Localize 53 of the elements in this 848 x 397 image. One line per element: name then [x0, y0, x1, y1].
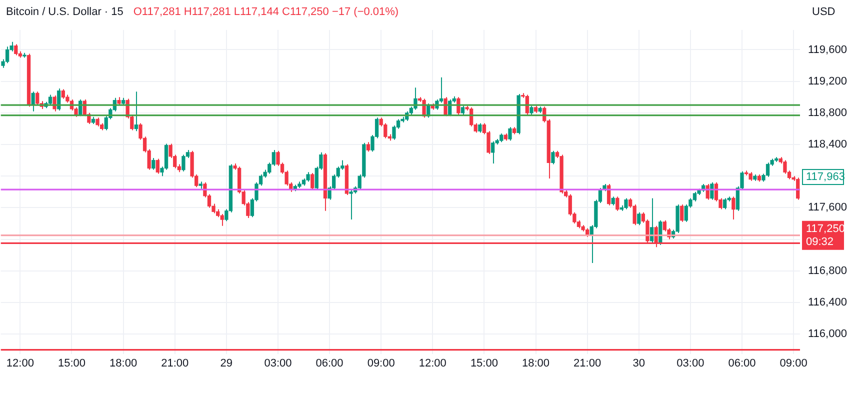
- candlestick: [616, 196, 620, 212]
- candlestick: [766, 162, 770, 178]
- x-tick-label: 21:00: [161, 357, 189, 370]
- candlestick: [551, 150, 555, 165]
- y-tick-label: 119,600: [808, 44, 847, 56]
- x-tick-label: 12:00: [6, 357, 34, 370]
- x-tick-label: 06:00: [728, 357, 756, 370]
- candlestick: [680, 204, 684, 222]
- x-tick-label: 15:00: [470, 357, 498, 370]
- candlestick: [732, 196, 736, 220]
- ref-line-label: 117,250 09:32: [806, 222, 845, 248]
- candlestick: [182, 154, 186, 172]
- y-tick-label: 116,800: [808, 264, 847, 277]
- y-tick-label: 119,200: [808, 75, 847, 88]
- y-tick-label: 116,400: [808, 296, 847, 308]
- y-axis-title: USD: [812, 6, 836, 18]
- candlestick: [14, 44, 18, 56]
- x-tick-label: 09:00: [367, 357, 395, 370]
- x-tick-label: 18:00: [522, 357, 550, 370]
- candlestick: [637, 212, 641, 226]
- y-tick-label: 117,600: [808, 202, 847, 214]
- candlestick: [783, 160, 787, 174]
- candlestick: [152, 157, 156, 170]
- x-tick-label: 12:00: [418, 357, 446, 370]
- x-tick-label: 15:00: [58, 357, 86, 370]
- x-tick-label: 03:00: [264, 357, 292, 370]
- candlestick: [5, 46, 10, 64]
- candlestick: [366, 142, 370, 152]
- candlestick: [156, 158, 160, 174]
- candlestick: [36, 91, 40, 106]
- y-tick-label: 118,800: [808, 106, 847, 119]
- candlestick: [220, 214, 224, 226]
- candlestick: [306, 172, 310, 182]
- x-tick-label: 03:00: [676, 357, 704, 370]
- x-tick-label: 18:00: [110, 357, 138, 370]
- x-tick-label: 30: [632, 357, 646, 370]
- candlestick: [624, 198, 628, 210]
- candlestick: [310, 172, 314, 190]
- candlestick: [478, 122, 482, 134]
- candlestick: [722, 198, 727, 210]
- y-tick-label: 116,000: [808, 328, 847, 340]
- x-tick-label: 29: [220, 357, 233, 370]
- candlestick: [134, 91, 138, 132]
- x-tick-label: 09:00: [780, 357, 808, 370]
- y-tick-label: 118,400: [808, 138, 847, 151]
- candlestick: [349, 189, 353, 220]
- candlestick: [31, 91, 35, 112]
- candlestick: [490, 140, 495, 164]
- x-tick-label: 21:00: [574, 357, 602, 370]
- chart-subtitle: O117,281 H117,281 L117,144 C117,250 −17 (−0.01%): [133, 6, 399, 18]
- candlestick: [508, 126, 512, 142]
- chart-title: Bitcoin / U.S. Dollar · 15: [6, 6, 124, 18]
- x-tick-label: 06:00: [316, 357, 344, 370]
